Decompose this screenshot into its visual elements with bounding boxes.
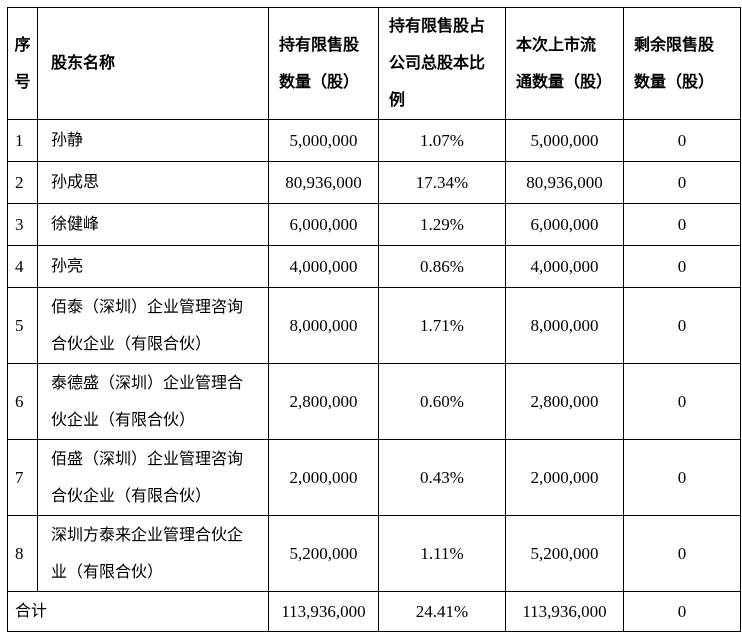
cell-remaining-shares: 0 [623,161,741,204]
restricted-shareholders-table: 序 号 股东名称 持有限售股 数量（股） 持有限售股占 公司总股本比 例 本次上… [7,7,741,632]
cell-shareholder-name: 泰德盛（深圳）企业管理合 伙企业（有限合伙） [37,363,269,440]
cell-ratio: 0.86% [378,245,506,288]
cell-restricted-shares: 5,200,000 [268,515,379,592]
table-row: 2 孙成思 80,936,000 17.34% 80,936,000 0 [7,161,741,204]
cell-ratio: 1.07% [378,119,506,162]
table-row: 3 徐健峰 6,000,000 1.29% 6,000,000 0 [7,203,741,246]
col-header-serial-number: 序 号 [7,7,38,120]
cell-listed-shares: 2,800,000 [505,363,624,440]
table-row: 8 深圳方泰来企业管理合伙企 业（有限合伙） 5,200,000 1.11% 5… [7,515,741,592]
cell-remaining-shares: 0 [623,203,741,246]
cell-shareholder-name: 佰泰（深圳）企业管理咨询 合伙企业（有限合伙） [37,287,269,364]
cell-total-remaining-shares: 0 [623,591,741,632]
total-row: 合计 113,936,000 24.41% 113,936,000 0 [7,591,741,632]
cell-remaining-shares: 0 [623,119,741,162]
cell-serial-number: 8 [7,515,38,592]
header-row: 序 号 股东名称 持有限售股 数量（股） 持有限售股占 公司总股本比 例 本次上… [7,7,741,120]
cell-ratio: 0.60% [378,363,506,440]
cell-restricted-shares: 4,000,000 [268,245,379,288]
table-row: 5 佰泰（深圳）企业管理咨询 合伙企业（有限合伙） 8,000,000 1.71… [7,287,741,364]
cell-serial-number: 6 [7,363,38,440]
cell-shareholder-name: 徐健峰 [37,203,269,246]
col-header-remaining-restricted-shares: 剩余限售股 数量（股） [623,7,741,120]
table-row: 7 佰盛（深圳）企业管理咨询 合伙企业（有限合伙） 2,000,000 0.43… [7,439,741,516]
cell-ratio: 1.11% [378,515,506,592]
cell-listed-shares: 5,200,000 [505,515,624,592]
cell-ratio: 0.43% [378,439,506,516]
cell-restricted-shares: 2,800,000 [268,363,379,440]
col-header-ratio-of-total-share-capital: 持有限售股占 公司总股本比 例 [378,7,506,120]
cell-remaining-shares: 0 [623,515,741,592]
cell-restricted-shares: 80,936,000 [268,161,379,204]
cell-serial-number: 7 [7,439,38,516]
cell-restricted-shares: 2,000,000 [268,439,379,516]
cell-listed-shares: 5,000,000 [505,119,624,162]
cell-shareholder-name: 孙静 [37,119,269,162]
cell-serial-number: 2 [7,161,38,204]
cell-shareholder-name: 孙亮 [37,245,269,288]
cell-shareholder-name: 深圳方泰来企业管理合伙企 业（有限合伙） [37,515,269,592]
cell-restricted-shares: 8,000,000 [268,287,379,364]
cell-listed-shares: 4,000,000 [505,245,624,288]
cell-serial-number: 3 [7,203,38,246]
cell-ratio: 1.71% [378,287,506,364]
cell-total-label: 合计 [7,591,269,632]
cell-listed-shares: 80,936,000 [505,161,624,204]
col-header-shares-listed-this-time: 本次上市流 通数量（股） [505,7,624,120]
document-page: 序 号 股东名称 持有限售股 数量（股） 持有限售股占 公司总股本比 例 本次上… [7,7,741,632]
cell-remaining-shares: 0 [623,245,741,288]
col-header-shareholder-name: 股东名称 [37,7,269,120]
cell-remaining-shares: 0 [623,439,741,516]
cell-ratio: 1.29% [378,203,506,246]
table-row: 6 泰德盛（深圳）企业管理合 伙企业（有限合伙） 2,800,000 0.60%… [7,363,741,440]
cell-listed-shares: 8,000,000 [505,287,624,364]
cell-shareholder-name: 孙成思 [37,161,269,204]
table-row: 4 孙亮 4,000,000 0.86% 4,000,000 0 [7,245,741,288]
cell-shareholder-name: 佰盛（深圳）企业管理咨询 合伙企业（有限合伙） [37,439,269,516]
cell-serial-number: 5 [7,287,38,364]
cell-total-ratio: 24.41% [378,591,506,632]
col-header-restricted-shares-held: 持有限售股 数量（股） [268,7,379,120]
cell-remaining-shares: 0 [623,363,741,440]
cell-listed-shares: 6,000,000 [505,203,624,246]
cell-total-restricted-shares: 113,936,000 [268,591,379,632]
cell-serial-number: 1 [7,119,38,162]
cell-total-listed-shares: 113,936,000 [505,591,624,632]
cell-restricted-shares: 5,000,000 [268,119,379,162]
cell-restricted-shares: 6,000,000 [268,203,379,246]
cell-listed-shares: 2,000,000 [505,439,624,516]
cell-serial-number: 4 [7,245,38,288]
table-row: 1 孙静 5,000,000 1.07% 5,000,000 0 [7,119,741,162]
cell-ratio: 17.34% [378,161,506,204]
cell-remaining-shares: 0 [623,287,741,364]
